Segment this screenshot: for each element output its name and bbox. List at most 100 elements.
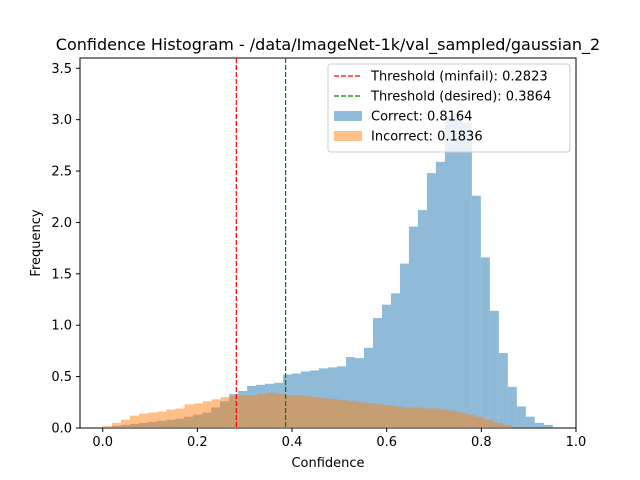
correct-bar-28	[363, 347, 373, 428]
correct-bar-27	[354, 358, 364, 428]
legend-correct-swatch	[334, 111, 362, 121]
correct-bar-33	[408, 226, 418, 428]
incorrect-bar-38	[448, 410, 458, 428]
incorrect-bar-9	[184, 404, 194, 428]
incorrect-bar-30	[375, 404, 385, 428]
correct-bar-37	[444, 116, 454, 428]
correct-bar-35	[426, 173, 436, 428]
y-axis: 0.0 0.5 1.0 1.5 2.0 2.5 3.0 3.5	[51, 62, 80, 437]
legend-threshold-desired-label: Threshold (desired): 0.3864	[370, 90, 551, 105]
incorrect-bar-13	[220, 397, 230, 428]
correct-bar-31	[390, 293, 400, 428]
incorrect-bar-41	[475, 416, 485, 428]
threshold-layer	[235, 58, 287, 428]
y-tick-label-1: 0.5	[51, 370, 72, 385]
incorrect-bar-28	[357, 402, 367, 428]
correct-bar-34	[417, 210, 427, 428]
incorrect-bar-26	[338, 400, 349, 428]
x-tick-label-1: 0.2	[187, 435, 208, 450]
legend-box	[327, 63, 571, 153]
legend: Threshold (minfail): 0.2823 Threshold (de…	[327, 63, 571, 153]
incorrect-bar-35	[420, 408, 430, 428]
incorrect-bar-34	[411, 407, 421, 428]
incorrect-bar-18	[266, 393, 276, 428]
x-tick-label-5: 1.0	[566, 435, 587, 450]
incorrect-bar-29	[366, 403, 376, 428]
incorrect-bar-42	[484, 419, 494, 428]
x-axis: 0.0 0.2 0.4 0.6 0.8 1.0	[92, 428, 586, 450]
incorrect-bar-19	[275, 394, 285, 428]
incorrect-bar-11	[202, 401, 212, 428]
incorrect-bar-36	[429, 408, 439, 428]
correct-bar-48	[543, 424, 553, 428]
incorrect-bar-14	[229, 396, 240, 428]
incorrect-bar-40	[466, 414, 476, 428]
incorrect-bar-0	[102, 425, 112, 428]
correct-bar-30	[381, 304, 391, 428]
x-tick-label-4: 0.8	[471, 435, 492, 450]
incorrect-bar-6	[157, 411, 167, 428]
x-tick-label-3: 0.6	[376, 435, 397, 450]
incorrect-bar-3	[129, 415, 140, 428]
incorrect-bar-12	[211, 399, 221, 428]
incorrect-bar-15	[239, 395, 249, 428]
incorrect-bar-8	[175, 408, 185, 428]
y-tick-label-5: 2.5	[51, 165, 72, 180]
correct-bar-32	[399, 263, 409, 428]
x-tick-label-0: 0.0	[92, 435, 113, 450]
correct-bar-36	[435, 161, 445, 429]
y-tick-label-0: 0.0	[51, 422, 72, 437]
correct-bar-29	[372, 318, 382, 428]
correct-bar-42	[489, 310, 499, 428]
incorrect-bar-43	[493, 422, 503, 428]
incorrect-bar-16	[248, 395, 258, 428]
incorrect-bar-4	[139, 413, 149, 428]
incorrect-bar-37	[438, 409, 449, 428]
x-axis-label: Confidence	[291, 456, 364, 471]
incorrect-bar-1	[111, 422, 121, 428]
x-tick-label-2: 0.4	[282, 435, 303, 450]
legend-incorrect-swatch	[334, 131, 362, 141]
incorrect-bar-24	[320, 398, 330, 428]
y-tick-label-3: 1.5	[51, 267, 72, 282]
correct-bar-39	[462, 122, 472, 428]
incorrect-bar-32	[393, 406, 403, 428]
legend-threshold-minfail-label: Threshold (minfail): 0.2823	[370, 70, 548, 85]
correct-bar-25	[336, 366, 346, 428]
correct-bar-24	[328, 367, 337, 428]
correct-bar-44	[507, 386, 517, 428]
correct-bar-46	[525, 416, 535, 428]
correct-bar-45	[516, 406, 526, 428]
incorrect-bar-39	[457, 412, 467, 428]
incorrect-bar-22	[302, 396, 312, 428]
incorrect-bar-10	[193, 403, 203, 428]
legend-incorrect-label: Incorrect: 0.1836	[371, 130, 483, 145]
correct-bar-47	[534, 422, 544, 428]
correct-bar-38	[453, 112, 463, 428]
y-tick-label-4: 2.0	[51, 216, 72, 231]
y-tick-label-6: 3.0	[51, 113, 72, 128]
incorrect-bar-17	[257, 394, 267, 428]
bars-layer	[102, 112, 553, 429]
y-axis-label: Frequency	[29, 209, 44, 276]
correct-bar-43	[498, 352, 508, 428]
incorrect-bar-7	[166, 409, 176, 428]
incorrect-bar-27	[348, 401, 358, 428]
chart-title: Confidence Histogram - /data/ImageNet-1k…	[56, 35, 600, 55]
incorrect-bar-25	[329, 399, 339, 428]
incorrect-bar-23	[311, 397, 321, 428]
correct-bar-26	[345, 357, 355, 428]
y-tick-label-2: 1.0	[51, 319, 72, 334]
incorrect-bar-2	[120, 419, 130, 428]
incorrect-bar-44	[502, 424, 512, 428]
incorrect-bar-5	[148, 412, 158, 428]
incorrect-bar-33	[402, 407, 412, 428]
incorrect-bar-20	[284, 395, 294, 428]
correct-bar-40	[471, 195, 481, 428]
incorrect-bar-21	[293, 395, 303, 428]
incorrect-bar-31	[384, 405, 394, 428]
legend-correct-label: Correct: 0.8164	[371, 110, 472, 125]
y-tick-label-7: 3.5	[51, 62, 72, 77]
correct-bar-41	[480, 257, 490, 428]
